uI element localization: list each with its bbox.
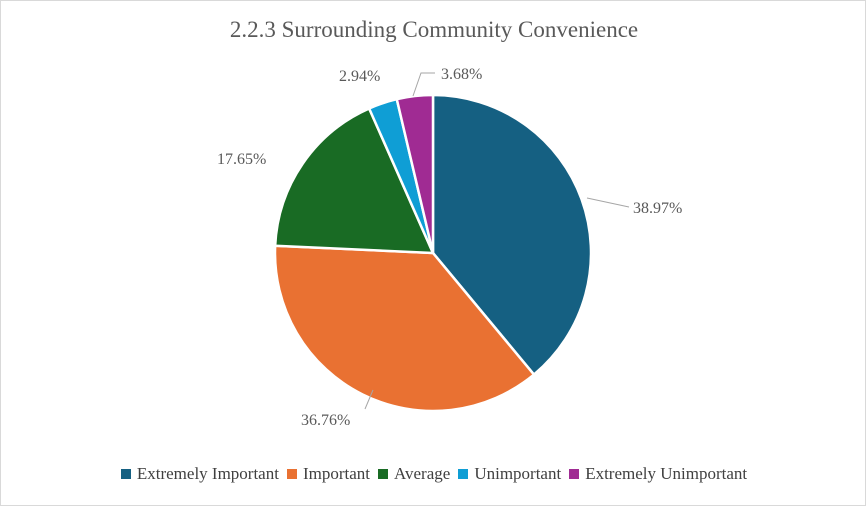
legend: Extremely Important Important Average Unimp… (1, 464, 866, 484)
legend-swatch (286, 469, 297, 479)
legend-item: Unimportant (458, 464, 561, 484)
chart-title: 2.2.3 Surrounding Community Convenience (229, 17, 639, 42)
data-label: 38.97% (633, 200, 682, 217)
pie-slice-extremely-unimportant (395, 93, 435, 255)
legend-item: Important (286, 464, 370, 484)
legend-swatch (378, 469, 388, 479)
leader-line (412, 72, 435, 97)
data-label: 17.65% (217, 151, 266, 168)
legend-swatch (569, 469, 580, 479)
leader-lines (364, 72, 630, 410)
pie-slices (273, 93, 593, 413)
legend-label: Extremely Unimportant (585, 464, 748, 483)
legend-item: Extremely Important (120, 464, 279, 484)
data-label: 2.94% (339, 68, 380, 85)
legend-label: Important (302, 464, 370, 483)
legend-item: Extremely Unimportant (569, 464, 747, 484)
pie-slice-average (273, 107, 435, 255)
legend-label: Unimportant (474, 464, 562, 483)
pie-slice-important (273, 244, 536, 413)
leader-line (586, 197, 630, 208)
legend-item: Average (378, 464, 450, 484)
data-label: 36.76% (301, 412, 350, 429)
data-label: 3.68% (441, 66, 482, 83)
legend-swatch (120, 469, 131, 479)
legend-label: Extremely Important (136, 464, 279, 483)
legend-label: Average (394, 464, 451, 483)
pie-slice-extremely-important (431, 93, 593, 376)
data-labels: 38.97% 36.76% 17.65% 2.94% 3.68% (217, 66, 682, 429)
leader-line (364, 389, 374, 410)
legend-swatch (458, 469, 469, 479)
